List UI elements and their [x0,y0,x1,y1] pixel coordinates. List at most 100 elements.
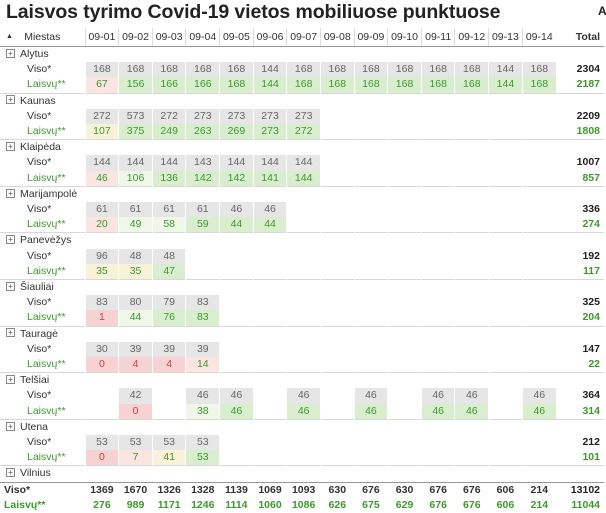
viso-value-cell: 168 [320,62,354,77]
city-name-cell[interactable]: +Klaipėda [0,140,604,156]
laisvu-value-cell [388,357,422,373]
grand-total-value-cell: 675 [354,498,388,513]
city-row: + Panevėžys [0,233,604,249]
viso-value-cell: 48 [119,249,153,264]
laisvu-value-cell [354,217,388,233]
expand-toggle-icon[interactable]: + [6,422,15,431]
column-header-day[interactable]: 09-02 [119,28,153,47]
expand-toggle-icon[interactable]: + [6,282,15,291]
column-header-day[interactable]: 09-14 [522,28,556,47]
column-header-day[interactable]: 09-10 [388,28,422,47]
viso-value-cell [455,342,489,357]
laisvu-value-cell: 46 [455,404,489,420]
laisvu-label: Laisvų** [0,357,85,373]
city-name-cell[interactable]: +Tauragė [0,326,604,342]
column-header-day[interactable]: 09-05 [220,28,254,47]
viso-value-cell [489,435,523,450]
laisvu-total-cell: 117 [556,264,604,280]
column-header-day[interactable]: 09-11 [421,28,455,47]
viso-value-cell [388,109,422,124]
sort-ascending-icon[interactable]: ▲ [6,28,13,46]
column-header-day[interactable]: 09-09 [354,28,388,47]
city-name: Panevėžys [20,234,71,246]
city-name-cell[interactable]: +Utena [0,419,604,435]
viso-value-cell [220,249,254,264]
expand-toggle-icon[interactable]: + [6,189,15,198]
city-name-cell[interactable]: + Panevėžys [0,233,604,249]
laisvu-value-cell: 46 [85,171,119,187]
viso-value-cell: 273 [220,109,254,124]
laisvu-value-cell [253,450,287,466]
viso-total-cell: 364 [556,388,604,403]
viso-value-cell [388,388,422,403]
laisvu-total-cell: 22 [556,357,604,373]
viso-value-cell [354,202,388,217]
laisvu-value-cell: 41 [152,450,186,466]
laisvu-value-cell: 38 [186,404,220,420]
grand-total-value-cell: 1326 [152,482,186,498]
column-header-total[interactable]: Total [556,28,604,47]
grand-total-laisvu-label: Laisvų** [0,498,85,513]
column-header-miestas[interactable]: ▲ Miestas [0,28,85,47]
expand-toggle-icon[interactable]: + [6,95,15,104]
laisvu-value-cell: 272 [287,124,321,140]
city-name-cell[interactable]: +Šiauliai [0,280,604,296]
grand-total-value-cell: 1670 [119,482,153,498]
expand-toggle-icon[interactable]: + [6,375,15,384]
viso-value-cell [455,155,489,170]
column-header-day[interactable]: 09-13 [489,28,523,47]
laisvu-value-cell [522,357,556,373]
viso-value-cell [354,249,388,264]
expand-toggle-icon[interactable]: + [6,328,15,337]
laisvu-value-cell: 20 [85,217,119,233]
viso-value-cell [354,342,388,357]
laisvu-value-cell [455,124,489,140]
column-header-day[interactable]: 09-03 [152,28,186,47]
city-name: Alytus [20,48,49,60]
laisvu-value-cell: 168 [421,77,455,93]
viso-value-cell [287,295,321,310]
viso-value-cell [152,388,186,403]
laisvu-value-cell: 14 [186,357,220,373]
laisvu-value-cell [320,217,354,233]
laisvu-value-cell: 166 [152,77,186,93]
viso-value-cell: 61 [85,202,119,217]
viso-value-cell: 144 [85,155,119,170]
grand-total-value-cell: 1093 [287,482,321,498]
laisvu-value-cell: 7 [119,450,153,466]
column-header-day[interactable]: 09-07 [287,28,321,47]
city-name-cell[interactable]: +Vilnius [0,466,604,482]
column-header-day[interactable]: 09-06 [253,28,287,47]
laisvu-value-cell [522,171,556,187]
viso-value-cell [354,295,388,310]
laisvu-value-cell: 44 [253,217,287,233]
city-name-cell[interactable]: +Kaunas [0,93,604,109]
viso-total-cell: 147 [556,342,604,357]
laisvu-value-cell [455,264,489,280]
viso-value-cell [421,342,455,357]
viso-value-cell: 168 [119,62,153,77]
laisvu-value-cell [489,450,523,466]
column-header-day[interactable]: 09-01 [85,28,119,47]
viso-value-cell [320,435,354,450]
expand-toggle-icon[interactable]: + [6,142,15,151]
viso-value-cell [320,109,354,124]
column-header-day[interactable]: 09-08 [320,28,354,47]
city-name-cell[interactable]: +Telšiai [0,373,604,389]
laisvu-value-cell [388,171,422,187]
column-header-day[interactable]: 09-04 [186,28,220,47]
city-name-cell[interactable]: +Marijampolė [0,186,604,202]
laisvu-total-cell: 2187 [556,77,604,93]
viso-total-cell: 1007 [556,155,604,170]
city-name-cell[interactable]: + Alytus [0,47,604,63]
column-header-day[interactable]: 09-12 [455,28,489,47]
expand-toggle-icon[interactable]: + [6,49,15,58]
expand-toggle-icon[interactable]: + [6,235,15,244]
expand-toggle-icon[interactable]: + [6,468,15,477]
